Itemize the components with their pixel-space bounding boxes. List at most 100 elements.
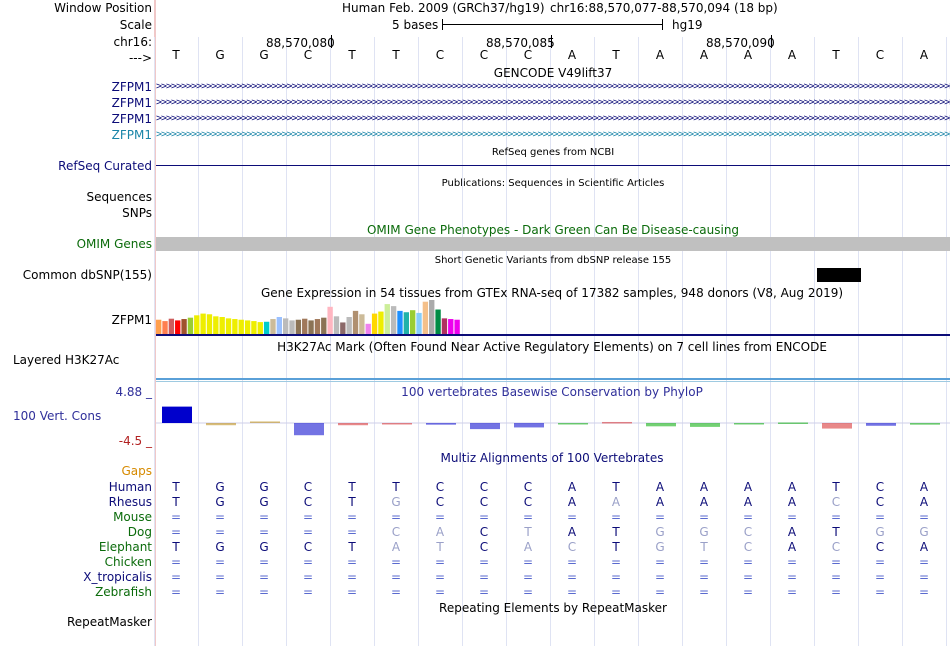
- gtex-tissue-bar[interactable]: [225, 318, 232, 334]
- conservation-score-mark[interactable]: [206, 423, 236, 426]
- gencode-item-label-2[interactable]: ZFPM1: [111, 96, 152, 110]
- multiz-species-row[interactable]: = = = = = = = = = = = = = = = = = =: [156, 555, 950, 570]
- conservation-score-mark[interactable]: [734, 423, 764, 425]
- multiz-species-label-rhesus[interactable]: Rhesus: [108, 495, 152, 509]
- conservation-score-mark[interactable]: [778, 422, 808, 424]
- gtex-tissue-bar[interactable]: [352, 310, 359, 334]
- gtex-tissue-bar[interactable]: [365, 323, 371, 334]
- publications-sequences-label[interactable]: Sequences: [86, 190, 152, 204]
- dbsnp-track-label[interactable]: Common dbSNP(155): [22, 268, 152, 282]
- h3k27ac-track-label[interactable]: Layered H3K27Ac: [13, 353, 120, 367]
- gtex-tissue-bar[interactable]: [295, 319, 302, 334]
- gencode-gene-row[interactable]: >>>>>>>>>>>>>>>>>>>>>>>>>>>>>>>>>>>>>>>>…: [156, 97, 950, 108]
- conservation-score-mark[interactable]: [646, 423, 676, 427]
- conservation-score-mark[interactable]: [690, 423, 720, 427]
- gtex-tissue-bar[interactable]: [168, 318, 175, 334]
- gtex-tissue-bar[interactable]: [232, 319, 238, 334]
- publications-snps-label[interactable]: SNPs: [122, 206, 152, 220]
- multiz-species-row[interactable]: = = = = = = = = = = = = = = = = = =: [156, 510, 950, 525]
- conservation-score-mark[interactable]: [382, 423, 412, 425]
- gtex-tissue-bar[interactable]: [308, 320, 314, 334]
- omim-gene-bar[interactable]: [156, 237, 950, 251]
- gtex-tissue-bar[interactable]: [276, 317, 282, 334]
- conservation-score-mark[interactable]: [866, 423, 896, 426]
- multiz-species-label-chicken[interactable]: Chicken: [104, 555, 152, 569]
- conservation-logo-plot[interactable]: [156, 398, 950, 448]
- multiz-species-label-xtropicalis[interactable]: X_tropicalis: [83, 570, 152, 584]
- gtex-tissue-bar[interactable]: [371, 313, 378, 334]
- multiz-species-row[interactable]: = = = = = = = = = = = = = = = = = =: [156, 570, 950, 585]
- gtex-tissue-bar[interactable]: [251, 321, 257, 334]
- gtex-tissue-bar[interactable]: [194, 315, 200, 334]
- gtex-tissue-bar[interactable]: [283, 318, 289, 334]
- conservation-score-mark[interactable]: [822, 423, 852, 429]
- conservation-score-mark[interactable]: [338, 423, 368, 426]
- track-image-area[interactable]: Human Feb. 2009 (GRCh37/hg19) chr16:88,5…: [154, 0, 950, 646]
- gtex-tissue-bar[interactable]: [384, 304, 390, 334]
- gtex-tissue-bar[interactable]: [263, 321, 270, 334]
- conservation-score-mark[interactable]: [162, 406, 192, 423]
- multiz-species-label-mouse[interactable]: Mouse: [113, 510, 152, 524]
- gencode-item-label-3[interactable]: ZFPM1: [111, 112, 152, 126]
- gtex-tissue-bar[interactable]: [187, 317, 194, 334]
- gtex-tissue-bar[interactable]: [378, 311, 384, 334]
- gtex-tissue-bar[interactable]: [403, 312, 409, 334]
- gtex-tissue-bar[interactable]: [200, 313, 206, 334]
- gtex-tissue-bar[interactable]: [435, 309, 441, 334]
- gtex-tissue-bar[interactable]: [213, 316, 219, 334]
- gtex-tissue-bar[interactable]: [289, 320, 295, 334]
- gtex-tissue-bar[interactable]: [340, 322, 346, 334]
- refseq-gene-line[interactable]: [156, 165, 950, 166]
- gencode-gene-row[interactable]: >>>>>>>>>>>>>>>>>>>>>>>>>>>>>>>>>>>>>>>>…: [156, 81, 950, 92]
- gtex-tissue-bar[interactable]: [448, 319, 454, 334]
- gtex-tissue-bar[interactable]: [162, 321, 168, 334]
- gtex-tissue-bar[interactable]: [441, 318, 448, 334]
- gtex-tissue-bar[interactable]: [314, 319, 321, 334]
- conservation-score-mark[interactable]: [250, 421, 280, 423]
- conservation-score-mark[interactable]: [514, 423, 544, 428]
- gtex-tissue-bar[interactable]: [321, 317, 327, 334]
- gtex-tissue-bar[interactable]: [454, 319, 460, 334]
- gtex-tissue-bar[interactable]: [302, 318, 308, 334]
- multiz-species-label-human[interactable]: Human: [108, 480, 152, 494]
- conservation-track-label[interactable]: 100 Vert. Cons: [13, 409, 102, 423]
- gtex-tissue-bar[interactable]: [244, 320, 251, 334]
- gtex-tissue-bar[interactable]: [416, 312, 422, 334]
- gtex-track-label[interactable]: ZFPM1: [111, 313, 152, 327]
- gencode-item-label-1[interactable]: ZFPM1: [111, 80, 152, 94]
- gtex-tissue-bar[interactable]: [181, 319, 187, 334]
- multiz-species-label-zebrafish[interactable]: Zebrafish: [95, 585, 152, 599]
- refseq-track-label[interactable]: RefSeq Curated: [58, 159, 152, 173]
- multiz-species-row[interactable]: = = = = = C A C T A T G G C A T G G: [156, 525, 950, 540]
- label-gutter[interactable]: [154, 0, 156, 646]
- gencode-gene-row[interactable]: >>>>>>>>>>>>>>>>>>>>>>>>>>>>>>>>>>>>>>>>…: [156, 129, 950, 140]
- conservation-score-mark[interactable]: [558, 423, 588, 425]
- multiz-species-row[interactable]: = = = = = = = = = = = = = = = = = =: [156, 585, 950, 600]
- gtex-tissue-bar[interactable]: [257, 322, 263, 334]
- conservation-score-mark[interactable]: [602, 421, 632, 424]
- gtex-tissue-bar[interactable]: [359, 314, 365, 334]
- gtex-tissue-bar[interactable]: [410, 310, 416, 334]
- gtex-tissue-bar[interactable]: [206, 314, 213, 334]
- conservation-score-mark[interactable]: [426, 423, 456, 425]
- gtex-tissue-bar[interactable]: [327, 306, 333, 334]
- gtex-tissue-bar[interactable]: [390, 306, 397, 334]
- multiz-gaps-label[interactable]: Gaps: [121, 464, 152, 478]
- multiz-species-label-dog[interactable]: Dog: [127, 525, 152, 539]
- gencode-gene-row[interactable]: >>>>>>>>>>>>>>>>>>>>>>>>>>>>>>>>>>>>>>>>…: [156, 113, 950, 124]
- gtex-tissue-bar[interactable]: [238, 319, 244, 334]
- gtex-tissue-bar[interactable]: [422, 301, 429, 334]
- conservation-score-mark[interactable]: [910, 423, 940, 425]
- dbsnp-variant-block[interactable]: [817, 268, 861, 282]
- repeatmasker-track-label[interactable]: RepeatMasker: [66, 615, 152, 629]
- gtex-tissue-bar[interactable]: [156, 319, 162, 334]
- omim-track-label[interactable]: OMIM Genes: [76, 237, 152, 251]
- multiz-species-label-elephant[interactable]: Elephant: [98, 540, 152, 554]
- conservation-score-mark[interactable]: [470, 423, 500, 430]
- gtex-tissue-bar[interactable]: [429, 300, 435, 334]
- gtex-tissue-bar[interactable]: [346, 317, 352, 334]
- gtex-tissue-bar[interactable]: [219, 317, 225, 334]
